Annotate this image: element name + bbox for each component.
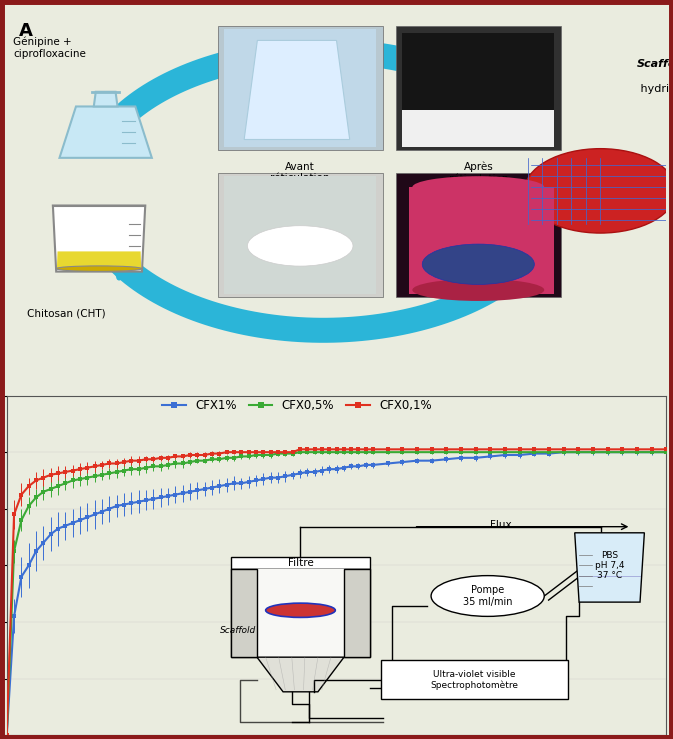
Text: Après
réticulation: Après réticulation <box>448 162 508 183</box>
Text: hydride: hydride <box>637 84 673 95</box>
FancyBboxPatch shape <box>224 30 376 147</box>
Polygon shape <box>53 205 145 272</box>
Legend: CFX1%, CFX0,5%, CFX0,1%: CFX1%, CFX0,5%, CFX0,1% <box>157 395 437 417</box>
Polygon shape <box>57 251 141 270</box>
Ellipse shape <box>57 266 142 271</box>
FancyBboxPatch shape <box>218 172 383 297</box>
Ellipse shape <box>413 176 544 198</box>
FancyBboxPatch shape <box>218 26 383 151</box>
Circle shape <box>524 149 673 233</box>
Polygon shape <box>94 92 118 106</box>
Polygon shape <box>244 41 350 140</box>
FancyBboxPatch shape <box>402 33 554 110</box>
Text: Avant
réticulation: Avant réticulation <box>271 162 330 183</box>
Text: Génipine +
ciprofloxacine: Génipine + ciprofloxacine <box>13 37 86 59</box>
Ellipse shape <box>248 225 353 266</box>
Text: Scaffold: Scaffold <box>637 59 673 69</box>
Text: A: A <box>19 22 32 40</box>
FancyBboxPatch shape <box>396 26 561 151</box>
Text: Chitosan (CHT): Chitosan (CHT) <box>26 308 105 319</box>
Ellipse shape <box>413 279 544 301</box>
FancyBboxPatch shape <box>224 176 376 293</box>
Polygon shape <box>59 106 152 158</box>
FancyBboxPatch shape <box>396 172 561 297</box>
FancyBboxPatch shape <box>402 110 554 147</box>
Ellipse shape <box>422 244 534 285</box>
FancyBboxPatch shape <box>409 187 554 293</box>
